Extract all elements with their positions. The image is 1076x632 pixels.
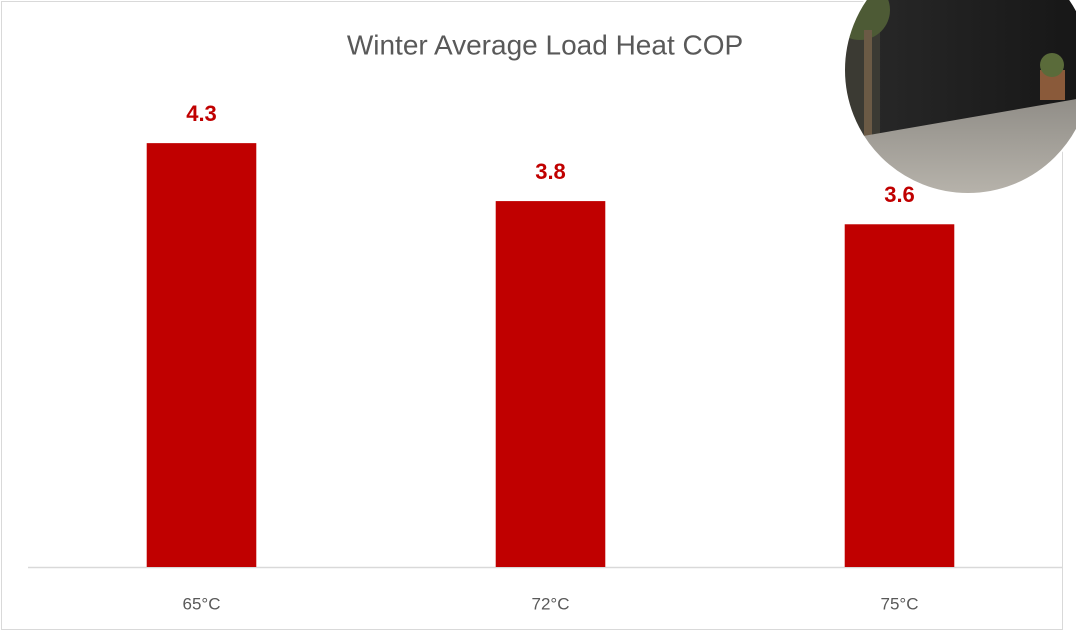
x-tick-label: 65°C	[183, 594, 221, 613]
bar	[845, 224, 955, 567]
bar	[147, 143, 257, 567]
data-label: 4.3	[186, 101, 217, 126]
chart-title: Winter Average Load Heat COP	[347, 29, 743, 60]
x-tick-label: 72°C	[532, 594, 570, 613]
x-tick-label: 75°C	[881, 594, 919, 613]
data-label: 3.8	[535, 159, 566, 184]
chart: Winter Average Load Heat COP 65°C 4.3 72°C…	[0, 0, 1076, 632]
data-label: 3.6	[884, 182, 915, 207]
bar	[496, 201, 606, 567]
